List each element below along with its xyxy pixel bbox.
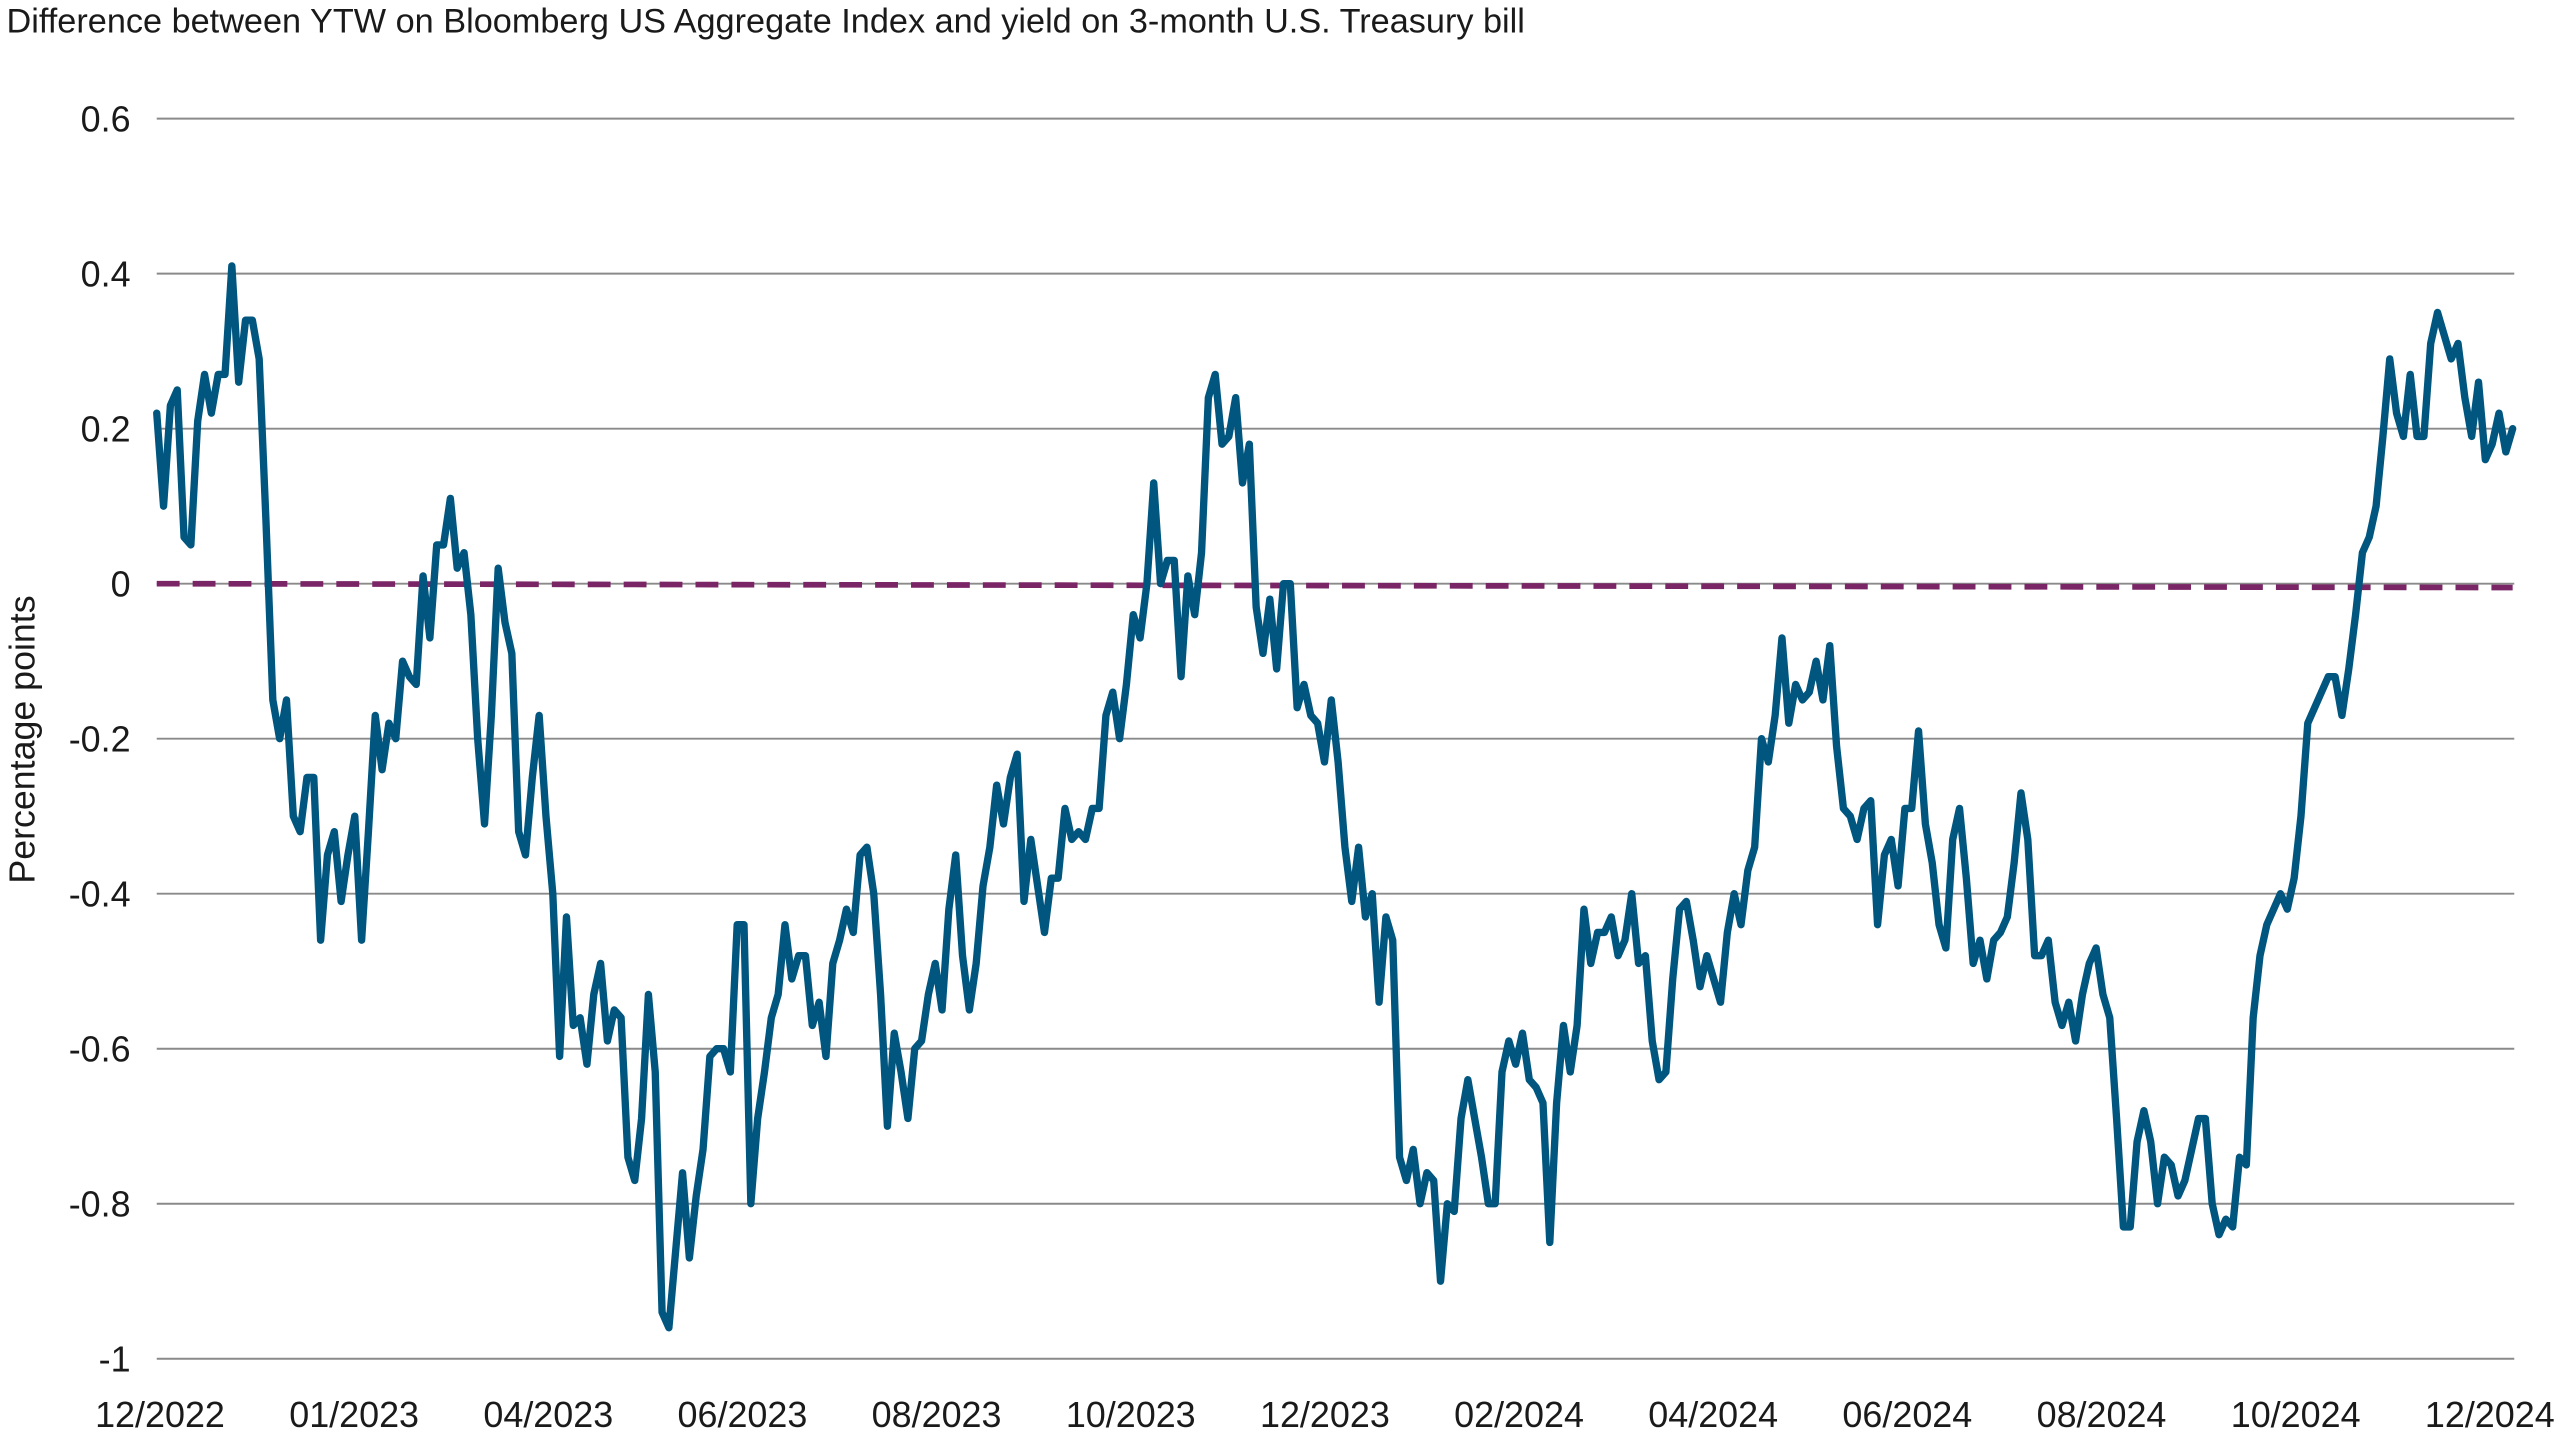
x-tick-label: 04/2024 (1648, 1395, 1778, 1435)
y-tick-label: -1 (99, 1340, 131, 1380)
x-tick-label: 01/2023 (289, 1395, 419, 1435)
x-tick-label: 12/2022 (95, 1395, 225, 1435)
y-axis-label: Percentage points (2, 595, 42, 883)
y-tick-label: -0.4 (69, 875, 131, 915)
x-axis-ticks: 12/2022 01/2023 04/2023 06/2023 08/2023 10/20… (95, 1395, 2555, 1435)
y-tick-label: 0.6 (81, 100, 131, 140)
x-tick-label: 10/2023 (1066, 1395, 1196, 1435)
x-tick-label: 06/2024 (1842, 1395, 1972, 1435)
x-tick-label: 06/2023 (678, 1395, 808, 1435)
chart-title: Difference between YTW on Bloomberg US A… (7, 3, 1525, 41)
y-tick-label: -0.8 (69, 1185, 131, 1225)
x-tick-label: 10/2024 (2231, 1395, 2361, 1435)
series-line (153, 262, 2517, 1332)
y-tick-label: -0.6 (69, 1030, 131, 1070)
x-tick-label: 02/2024 (1454, 1395, 1584, 1435)
x-tick-label: 12/2023 (1260, 1395, 1390, 1435)
series-group (153, 262, 2517, 1332)
y-tick-label: 0 (111, 565, 131, 605)
y-tick-label: 0.2 (81, 410, 131, 450)
x-tick-label: 08/2024 (2037, 1395, 2167, 1435)
y-tick-label: 0.4 (81, 255, 131, 295)
y-tick-label: -0.2 (69, 720, 131, 760)
x-tick-label: 08/2023 (872, 1395, 1002, 1435)
x-tick-label: 04/2023 (483, 1395, 613, 1435)
x-tick-label: 12/2024 (2425, 1395, 2555, 1435)
y-axis-ticks: 0.6 0.4 0.2 0 -0.2 -0.4 -0.6 -0.8 -1 (69, 100, 131, 1380)
